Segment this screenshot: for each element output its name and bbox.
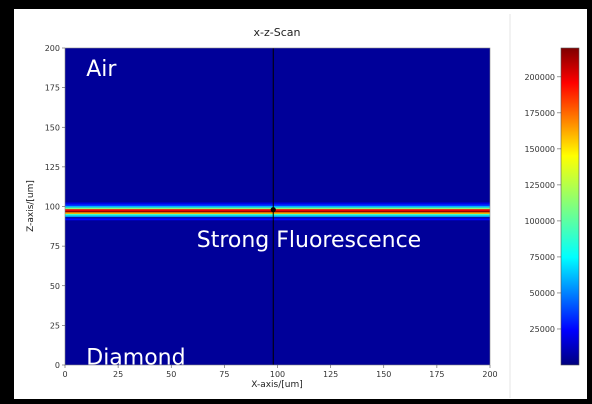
fluorescence-band-row [65,218,490,221]
fluorescence-band-row [65,221,490,224]
colorbar-tick-label: 100000 [524,217,555,226]
x-tick-label: 50 [166,370,176,379]
fluorescence-band-row [65,207,490,210]
fluorescence-band-row [65,208,490,211]
colorbar-tick-label: 175000 [524,109,555,118]
y-tick-label: 125 [45,163,60,172]
x-tick-label: 200 [482,370,497,379]
colorbar [560,47,580,366]
colorbar-tick-label: 75000 [530,253,555,262]
annotation-label: Air [86,57,117,82]
x-tick-label: 175 [429,370,444,379]
colorbar-tick-label: 150000 [524,145,555,154]
fluorescence-band-row [65,215,490,218]
x-axis-label: X-axis/[um] [251,380,303,390]
y-axis-label: Z-axis/[um] [26,180,36,232]
heatmap-plot [65,48,490,365]
y-tick-label: 0 [55,361,60,370]
y-tick-label: 25 [50,321,60,330]
fluorescence-band-row [65,210,490,213]
colorbar-tick-label: 50000 [530,289,555,298]
crosshair-marker [270,207,276,213]
annotation-label: Diamond [86,345,185,370]
fluorescence-band-row [65,199,490,202]
y-tick-label: 75 [50,242,60,251]
annotation-label: Strong Fluorescence [197,228,421,253]
y-tick-label: 200 [45,44,60,53]
x-tick-label: 125 [323,370,338,379]
x-tick-label: 150 [376,370,391,379]
y-tick-label: 100 [45,203,60,212]
colorbar-tick-label: 25000 [530,325,555,334]
y-tick-label: 150 [45,123,60,132]
y-tick-label: 175 [45,84,60,93]
y-tick-label: 50 [50,282,60,291]
fluorescence-band-row [65,202,490,205]
colorbar-tick-label: 125000 [524,181,555,190]
x-tick-label: 75 [219,370,229,379]
fluorescence-band-row [65,212,490,214]
fluorescence-band-row [65,205,490,208]
colorbar-tick-label: 200000 [524,73,555,82]
chart-title: x-z-Scan [254,26,301,39]
x-tick-label: 25 [113,370,123,379]
fluorescence-band-row [65,213,490,216]
x-tick-label: 100 [270,370,285,379]
fluorescence-band-row [65,204,490,207]
x-tick-label: 0 [62,370,67,379]
